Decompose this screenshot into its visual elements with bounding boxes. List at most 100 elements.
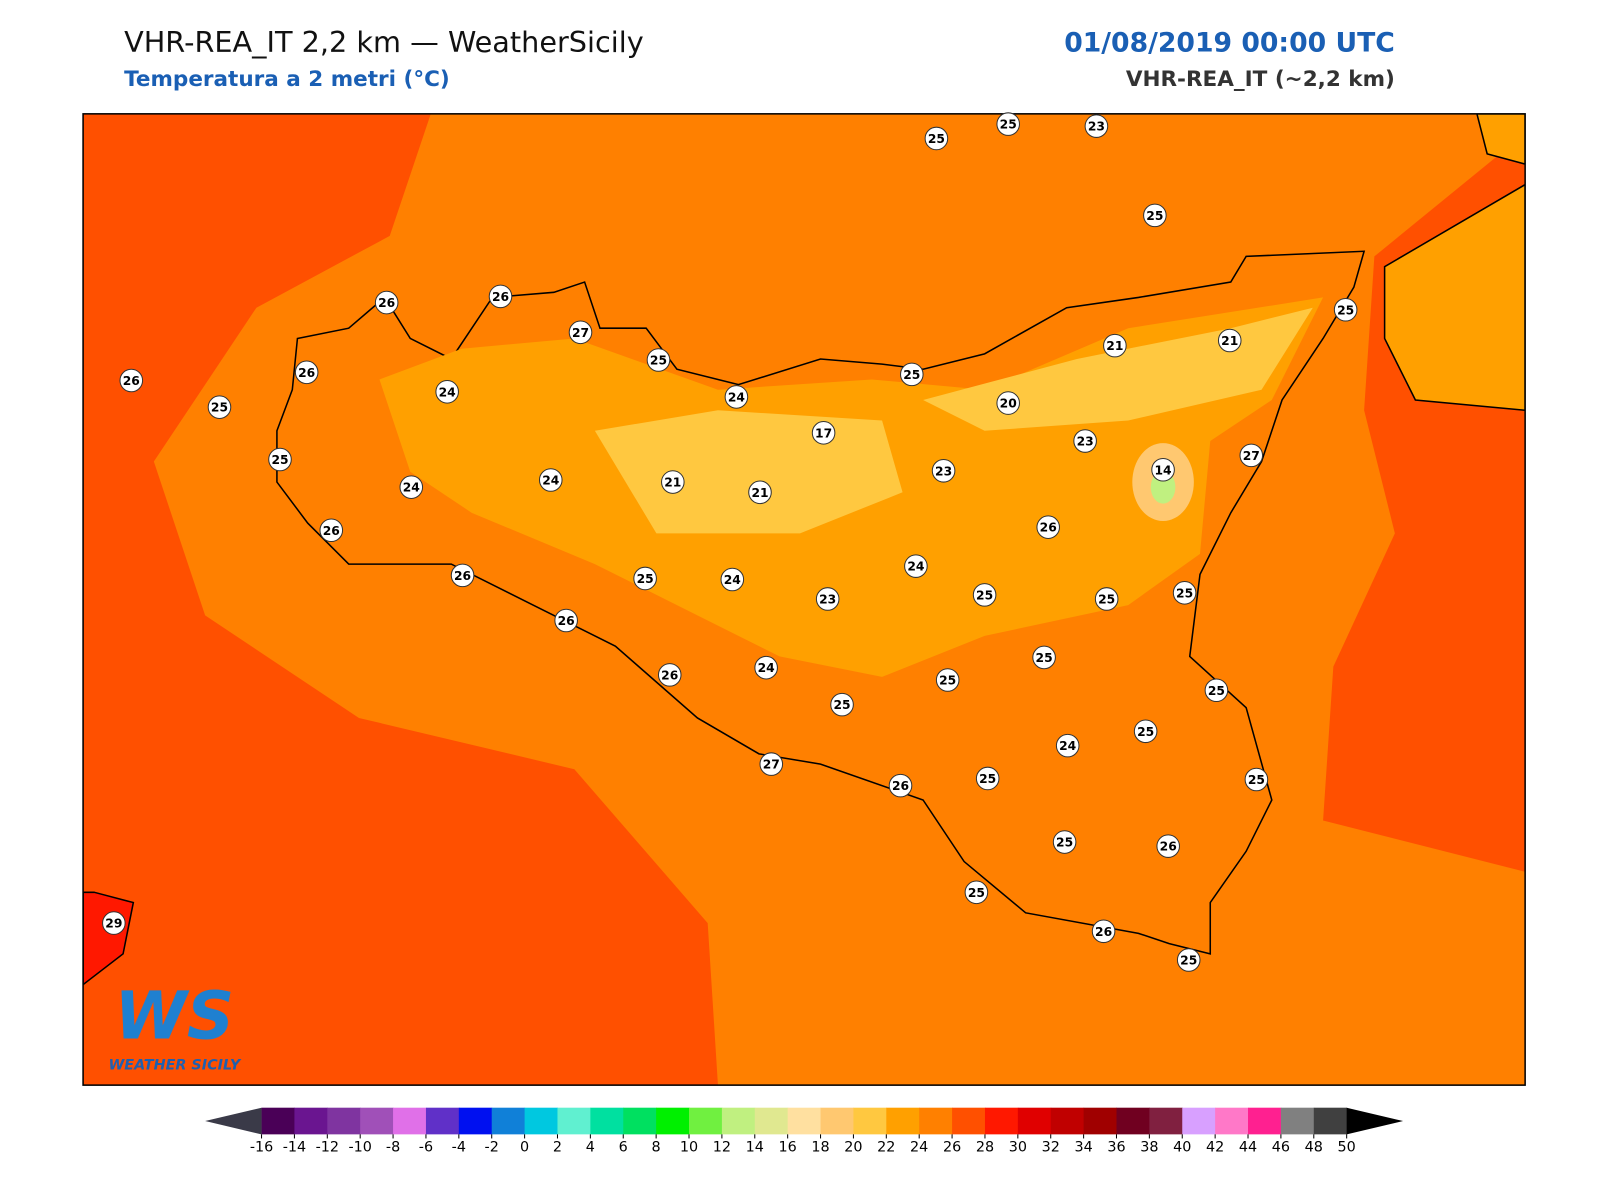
station-value: 25 bbox=[1098, 593, 1115, 607]
station-value: 24 bbox=[907, 560, 924, 574]
station-marker bbox=[1032, 645, 1056, 670]
station-marker bbox=[1091, 919, 1116, 944]
station-marker bbox=[294, 360, 319, 385]
station-value: 25 bbox=[1248, 773, 1265, 787]
station-marker bbox=[754, 655, 778, 680]
colorbar-tick-label: -4 bbox=[452, 1140, 466, 1156]
colorbar-tick-label: 40 bbox=[1173, 1140, 1191, 1156]
colorbar-swatch bbox=[689, 1107, 723, 1135]
station-value: 25 bbox=[968, 886, 985, 900]
colorbar-tick-label: 22 bbox=[877, 1140, 895, 1156]
station-value: 26 bbox=[298, 366, 315, 380]
station-value: 26 bbox=[1160, 840, 1177, 854]
colorbar-tick-label: 44 bbox=[1239, 1140, 1257, 1156]
map bbox=[83, 113, 1526, 1086]
colorbar-tick-label: 16 bbox=[779, 1140, 797, 1156]
station-marker bbox=[830, 692, 854, 717]
colorbar-swatch bbox=[590, 1107, 624, 1135]
station-value: 25 bbox=[637, 572, 654, 586]
station-value: 25 bbox=[979, 772, 996, 786]
station-marker bbox=[119, 368, 144, 393]
stations: 25 25 23 25 26 26 27 25 26 26 25 24 24 25 21 21 25 20 17 23… bbox=[102, 112, 1358, 972]
station-value: 21 bbox=[664, 476, 681, 490]
colorbar-swatch bbox=[984, 1107, 1019, 1135]
station-marker bbox=[1176, 948, 1201, 972]
station-value: 25 bbox=[1208, 684, 1225, 698]
station-value: 26 bbox=[123, 374, 140, 388]
colorbar-tick-label: 2 bbox=[553, 1140, 562, 1156]
colorbar-tick-label: 36 bbox=[1107, 1140, 1125, 1156]
station-marker bbox=[904, 554, 928, 578]
colorbar-swatch bbox=[787, 1107, 822, 1135]
colorbar: -16 -14 -12 -10 -8 -6 -4 -2 0 2 4 6 8 10 12 14 16 18 20 22 2… bbox=[205, 1107, 1404, 1156]
station-value: 26 bbox=[492, 290, 509, 304]
subtitle: Temperatura a 2 metri (°C) bbox=[124, 67, 450, 92]
colorbar-tick-label: 0 bbox=[520, 1140, 529, 1156]
colorbar-tick-label: 24 bbox=[910, 1140, 928, 1156]
colorbar-swatch bbox=[1116, 1107, 1150, 1135]
station-value: 23 bbox=[1077, 435, 1094, 449]
station-value: 26 bbox=[323, 524, 340, 538]
mountain-cool bbox=[594, 307, 1313, 534]
station-marker bbox=[996, 391, 1020, 415]
colorbar-swatch bbox=[393, 1107, 427, 1135]
colorbar-tick-label: 48 bbox=[1305, 1140, 1323, 1156]
station-value: 23 bbox=[935, 464, 952, 478]
colorbar-swatch bbox=[458, 1107, 493, 1135]
station-marker bbox=[450, 563, 475, 588]
station-marker bbox=[646, 348, 671, 372]
station-value: 25 bbox=[1056, 836, 1073, 850]
colorbar-swatch bbox=[919, 1107, 953, 1135]
station-marker bbox=[748, 480, 772, 505]
station-marker bbox=[435, 380, 459, 404]
station-value: 24 bbox=[724, 573, 741, 587]
station-marker bbox=[268, 447, 292, 472]
colorbar-swatch bbox=[1149, 1107, 1183, 1135]
station-value: 25 bbox=[1146, 209, 1163, 223]
title: VHR-REA_IT 2,2 km — WeatherSicily bbox=[124, 25, 644, 59]
station-value: 25 bbox=[1000, 118, 1017, 132]
colorbar-over bbox=[1346, 1107, 1404, 1135]
colorbar-swatch bbox=[327, 1107, 361, 1135]
colorbar-swatch bbox=[656, 1107, 690, 1135]
station-marker bbox=[924, 126, 949, 151]
station-value: 25 bbox=[903, 368, 920, 382]
colorbar-tick-label: 6 bbox=[619, 1140, 628, 1156]
colorbar-swatch bbox=[425, 1107, 460, 1135]
colorbar-tick-label: 34 bbox=[1074, 1140, 1092, 1156]
colorbar-tick-label: 12 bbox=[713, 1140, 731, 1156]
colorbar-tick-label: -14 bbox=[283, 1140, 306, 1156]
station-value: 25 bbox=[211, 401, 228, 415]
station-marker bbox=[657, 663, 682, 687]
colorbar-tick-label: 18 bbox=[811, 1140, 829, 1156]
station-marker bbox=[975, 766, 1000, 791]
station-value: 25 bbox=[1337, 303, 1354, 317]
station-marker bbox=[568, 320, 593, 345]
date: 01/08/2019 00:00 UTC bbox=[1064, 28, 1395, 59]
station-value: 24 bbox=[758, 661, 775, 675]
station-value: 26 bbox=[378, 296, 395, 310]
colorbar-under bbox=[205, 1107, 262, 1135]
station-value: 17 bbox=[815, 426, 832, 440]
station-marker bbox=[996, 112, 1020, 136]
station-value: 27 bbox=[763, 758, 780, 772]
station-value: 24 bbox=[1059, 739, 1076, 753]
station-marker bbox=[1239, 443, 1264, 468]
station-marker bbox=[488, 284, 513, 309]
colorbar-swatch bbox=[557, 1107, 591, 1135]
colorbar-tick-label: 28 bbox=[976, 1140, 994, 1156]
station-marker bbox=[935, 668, 960, 692]
station-value: 27 bbox=[1243, 449, 1260, 463]
station-value: 25 bbox=[1180, 954, 1197, 968]
colorbar-swatch bbox=[820, 1107, 854, 1135]
station-marker bbox=[1172, 581, 1197, 605]
colorbar-swatch bbox=[1280, 1107, 1315, 1135]
station-marker bbox=[399, 475, 424, 499]
station-value: 25 bbox=[1036, 651, 1053, 665]
station-marker bbox=[931, 458, 956, 483]
station-marker bbox=[720, 567, 745, 592]
station-value: 25 bbox=[928, 132, 945, 146]
colorbar-tick-label: 14 bbox=[746, 1140, 764, 1156]
calabria bbox=[1383, 183, 1526, 412]
